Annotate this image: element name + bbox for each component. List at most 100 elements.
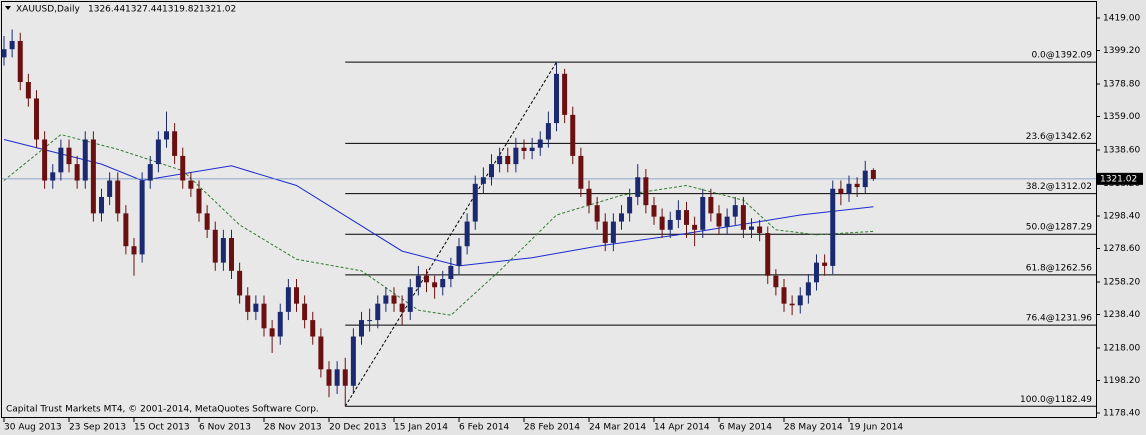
plot-frame — [1, 1, 1097, 418]
candle-body — [513, 147, 519, 165]
candle-body — [651, 205, 657, 217]
fib-label: 100.0@1182.49 — [1020, 395, 1092, 405]
candle-body — [578, 155, 584, 189]
candle-body — [367, 320, 373, 322]
candle-body — [472, 183, 478, 222]
candle-body — [204, 213, 210, 230]
candle-body — [407, 287, 413, 312]
candle-body — [594, 205, 600, 222]
candle-body — [464, 221, 470, 247]
x-tick-label: 14 Apr 2014 — [654, 423, 710, 433]
moving-average — [3, 134, 874, 316]
x-tick-label: 6 Feb 2014 — [459, 423, 510, 433]
x-tick-label: 15 Oct 2013 — [134, 423, 190, 433]
x-tick-label: 28 May 2014 — [784, 423, 843, 433]
x-tick-label: 6 May 2014 — [719, 423, 772, 433]
x-tick-label: 30 Aug 2013 — [4, 423, 62, 433]
candle-body — [675, 210, 681, 220]
candle-body — [391, 295, 397, 304]
y-tick-label: 1198.20 — [1103, 376, 1140, 386]
candle-body — [846, 183, 852, 194]
candle-body — [342, 369, 348, 386]
y-tick-label: 1218.00 — [1103, 343, 1140, 353]
candle-body — [9, 40, 15, 50]
candle-body — [570, 114, 576, 156]
candle-body — [480, 177, 486, 184]
candle-body — [237, 270, 243, 296]
candle-body — [180, 155, 186, 181]
candle-body — [66, 147, 72, 165]
candle-body — [172, 131, 178, 156]
candle-body — [692, 224, 698, 230]
candle-body — [220, 237, 226, 263]
candle-body — [732, 205, 738, 217]
candle-body — [870, 169, 876, 179]
candle-body — [50, 172, 56, 181]
candle-body — [188, 180, 194, 189]
candle-body — [375, 303, 381, 321]
candle-body — [302, 303, 308, 321]
y-tick-label: 1378.80 — [1103, 79, 1140, 89]
candle-body — [545, 123, 551, 140]
candle-body — [229, 237, 234, 271]
candle-body — [537, 139, 543, 148]
candle-body — [285, 287, 291, 312]
y-tick-label: 1238.40 — [1103, 310, 1140, 320]
y-tick-label: 1399.20 — [1103, 46, 1140, 56]
candle-body — [326, 369, 332, 386]
candle-body — [34, 98, 39, 140]
menu-arrow[interactable] — [5, 6, 11, 10]
candle-body — [814, 262, 819, 283]
candle-body — [310, 320, 316, 337]
y-tick-label: 1359.00 — [1103, 112, 1140, 122]
candle-body — [359, 320, 364, 337]
x-tick-label: 15 Jan 2014 — [394, 423, 448, 433]
fib-label: 23.6@1342.62 — [1026, 132, 1092, 142]
ohlc-low: 1319.82 — [162, 5, 199, 15]
candle-body — [74, 164, 80, 181]
candle-body — [90, 139, 96, 214]
candle-body — [107, 180, 113, 197]
candle-body — [627, 196, 633, 214]
candle-body — [212, 229, 218, 263]
candle-body — [789, 303, 795, 306]
candle-body — [619, 213, 624, 222]
candle-body — [529, 147, 535, 151]
candle-body — [1, 49, 7, 58]
candle-body — [147, 164, 153, 181]
candle-body — [643, 177, 649, 206]
candle-body — [139, 180, 145, 255]
x-tick-label: 19 Jun 2014 — [849, 423, 903, 433]
candle-body — [822, 262, 828, 266]
candle-body — [781, 287, 787, 304]
candle-body — [610, 221, 616, 243]
candle-body — [586, 188, 592, 206]
candle-body — [115, 180, 121, 214]
candle-body — [562, 73, 568, 115]
x-tick-label: 6 Nov 2013 — [199, 423, 251, 433]
candle-body — [350, 336, 356, 386]
candle-body — [700, 196, 706, 230]
chart-title: XAUUSD,Daily — [16, 5, 80, 15]
x-tick-label: 28 Feb 2014 — [524, 423, 580, 433]
candle-body — [294, 287, 299, 304]
candle-body — [635, 177, 641, 197]
candle-body — [123, 213, 129, 247]
y-tick-label: 1258.20 — [1103, 277, 1140, 287]
fib-label: 38.2@1312.02 — [1026, 182, 1092, 192]
ohlc-close: 1321.02 — [199, 5, 236, 15]
candle-body — [82, 139, 88, 181]
candle-body — [773, 275, 779, 288]
price-box-label: 1321.02 — [1100, 174, 1137, 184]
fib-label: 61.8@1262.56 — [1026, 263, 1093, 273]
candle-body — [489, 164, 494, 178]
candle-body — [269, 328, 275, 337]
candle-body — [334, 369, 340, 386]
candle-body — [838, 188, 844, 194]
candle-body — [505, 155, 511, 165]
candle-body — [716, 213, 722, 227]
candle-body — [862, 170, 868, 188]
candle-body — [805, 282, 811, 296]
x-tick-label: 24 Mar 2014 — [589, 423, 646, 433]
